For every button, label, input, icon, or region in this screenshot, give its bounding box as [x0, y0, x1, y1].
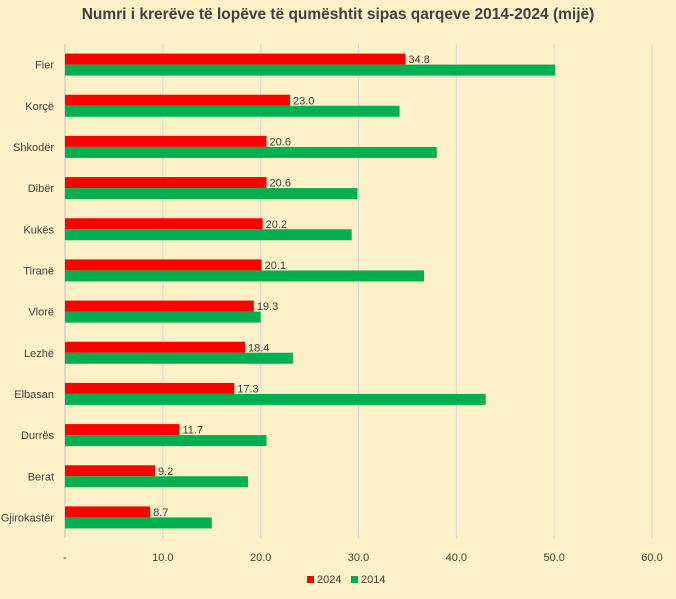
- category-label: Tiranë: [23, 265, 54, 277]
- x-tick-label: 10.0: [152, 552, 173, 564]
- bar-2024-5: [65, 259, 262, 271]
- bar-2014-11: [65, 517, 212, 529]
- data-label-2024: 23.0: [293, 95, 314, 107]
- x-tick-label: 30.0: [348, 552, 369, 564]
- bar-2024-10: [65, 465, 156, 477]
- bar-2024-11: [65, 506, 151, 518]
- bar-2024-3: [65, 177, 267, 189]
- legend-label: 2014: [361, 574, 385, 586]
- legend-swatch-2024: [307, 576, 314, 583]
- x-tick-label: 50.0: [543, 552, 564, 564]
- category-label: Gjirokastër: [1, 512, 55, 524]
- data-label-2024: 20.1: [265, 260, 286, 272]
- bar-2024-6: [65, 300, 254, 312]
- category-label: Fier: [35, 60, 54, 72]
- bar-2014-5: [65, 270, 425, 282]
- data-label-2024: 20.6: [270, 178, 291, 190]
- data-label-2024: 20.2: [266, 219, 287, 231]
- data-label-2024: 17.3: [237, 383, 258, 395]
- legend-label: 2024: [317, 574, 341, 586]
- bar-2024-7: [65, 341, 246, 353]
- category-label: Kukës: [23, 224, 54, 236]
- category-label: Durrës: [21, 430, 55, 442]
- bar-2014-3: [65, 188, 358, 200]
- x-tick-label: -: [63, 552, 67, 564]
- category-label: Berat: [28, 471, 54, 483]
- bar-2024-9: [65, 424, 180, 436]
- data-label-2024: 20.6: [270, 136, 291, 148]
- bar-2014-8: [65, 393, 486, 405]
- bar-2024-0: [65, 53, 406, 65]
- data-label-2024: 9.2: [158, 466, 173, 478]
- category-label: Dibër: [28, 183, 55, 195]
- bar-2014-9: [65, 435, 267, 447]
- data-label-2024: 34.8: [408, 54, 429, 66]
- bar-2014-10: [65, 476, 248, 488]
- bar-2024-2: [65, 135, 267, 147]
- x-tick-label: 60.0: [641, 552, 662, 564]
- bar-2014-6: [65, 311, 261, 323]
- x-tick-label: 20.0: [250, 552, 271, 564]
- data-label-2024: 18.4: [248, 342, 269, 354]
- category-label: Vlorë: [28, 307, 54, 319]
- bar-2014-1: [65, 105, 400, 117]
- data-label-2024: 11.7: [182, 425, 203, 437]
- category-label: Korçë: [25, 101, 54, 113]
- bar-2024-4: [65, 218, 263, 230]
- bar-2014-7: [65, 352, 293, 364]
- legend-swatch-2014: [351, 576, 358, 583]
- category-label: Lezhë: [24, 348, 54, 360]
- bar-2014-4: [65, 229, 352, 241]
- category-label: Shkodër: [13, 142, 54, 154]
- chart-title: Numri i krerëve të lopëve të qumështit s…: [81, 6, 595, 23]
- bar-2014-2: [65, 146, 437, 158]
- bar-2014-0: [65, 64, 556, 76]
- bar-2024-1: [65, 94, 291, 106]
- data-label-2024: 8.7: [153, 507, 168, 519]
- x-tick-label: 40.0: [446, 552, 467, 564]
- data-label-2024: 19.3: [257, 301, 278, 313]
- category-label: Elbasan: [14, 389, 54, 401]
- bar-2024-8: [65, 382, 235, 394]
